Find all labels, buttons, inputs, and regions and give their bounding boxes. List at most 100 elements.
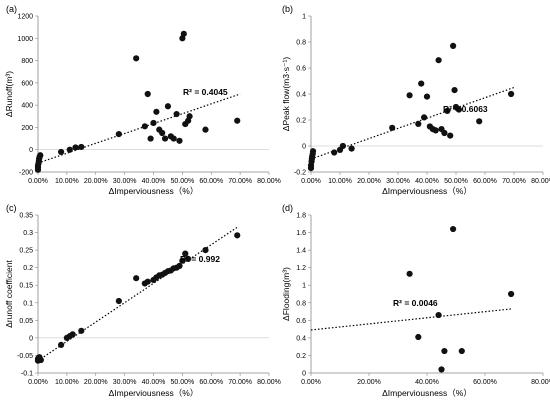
data-point [37, 356, 44, 364]
data-point [144, 90, 151, 98]
data-point [115, 131, 122, 138]
y-tick-label: 0 [29, 335, 33, 342]
x-tick-label: 40.00% [415, 178, 439, 185]
data-point [153, 108, 160, 115]
data-point [348, 145, 355, 152]
panel-2: -0.200.20.40.60.810.00% 10.00% 20.00% 30.00… [281, 4, 550, 196]
x-tick-label: 20.00% [84, 379, 108, 386]
y-tick-label: -0.1 [21, 371, 33, 378]
x-tick-label: 70.00% [228, 379, 252, 386]
y-tick-label: 600 [21, 80, 33, 87]
y-axis-label: Δrunoff coefficient [4, 259, 14, 327]
data-point [69, 331, 76, 338]
data-point [202, 126, 209, 133]
x-tick-label: 30.00% [113, 178, 137, 185]
y-tick-label: 0.3 [23, 230, 33, 237]
panel-3: -0.1 -0.05 0 0.05 0.1 0.15 0.2 0.25 0.3 0.35 0.00%… [4, 203, 281, 398]
data-point [234, 232, 241, 239]
x-tick-label: 20.00% [84, 178, 108, 185]
data-point [418, 80, 425, 87]
y-tick-label: 1200 [17, 14, 33, 21]
data-point [450, 42, 457, 50]
x-tick-label: 70.00% [228, 178, 252, 185]
x-tick-label: 0.00% [28, 379, 48, 386]
y-tick-label: 1.6 [296, 230, 306, 237]
y-tick-label: -0.2 [294, 170, 306, 177]
y-tick-label: 0 [29, 147, 33, 154]
y-tick-label: 1 [302, 14, 306, 21]
data-point [432, 127, 439, 134]
y-tick-label: 0.6 [296, 318, 306, 325]
data-point [78, 143, 85, 151]
data-point [179, 257, 186, 264]
y-tick-label: 800 [21, 58, 33, 65]
x-tick-label: 80.00% [531, 379, 550, 386]
y-tick-label: 0.2 [23, 265, 33, 272]
x-tick-label: 10.00% [328, 178, 352, 185]
data-point [441, 347, 448, 355]
data-point [170, 135, 177, 142]
x-tick-label: 50.00% [171, 379, 195, 386]
y-tick-label: 0.8 [296, 40, 306, 47]
y-tick-label: 0.2 [296, 118, 306, 125]
r2-label: R² = 0.992 [180, 254, 220, 264]
data-point [115, 297, 122, 305]
x-tick-label: 80.00% [257, 178, 281, 185]
data-point [447, 132, 454, 139]
x-tick-label: 30.00% [113, 379, 137, 386]
data-point [202, 247, 209, 254]
x-tick-label: 60.00% [199, 379, 223, 386]
y-tick-label: 0.4 [296, 92, 306, 99]
panel-label: (d) [282, 203, 293, 213]
data-point [72, 144, 79, 151]
r2-label: R² = 0.0046 [393, 298, 438, 308]
x-tick-label: 80.00% [257, 379, 281, 386]
x-tick-label: 0.00% [28, 178, 48, 185]
panel-4: 0 0.2 0.4 0.6 0.8 1 1.2 1.4 1.6 1.8 0.00% 20.00% 40.… [281, 203, 550, 398]
x-tick-label: 40.00% [415, 379, 439, 386]
data-point [455, 106, 462, 113]
data-point [389, 124, 396, 131]
y-axis-label: ΔFlooding(m³) [281, 267, 291, 321]
data-point [150, 119, 157, 127]
data-point [406, 270, 413, 277]
x-tick-label: 30.00% [386, 178, 410, 185]
x-axis-label: ΔImperviousness（%） [382, 186, 472, 196]
x-tick-label: 0.00% [301, 379, 321, 386]
data-point [58, 341, 65, 349]
y-tick-label: 1 [302, 283, 306, 290]
data-point [161, 135, 169, 142]
data-point [37, 152, 44, 159]
r2-label: R² = 0.6063 [443, 104, 488, 114]
data-point [331, 149, 338, 156]
y-tick-label: 200 [21, 125, 33, 132]
panel-label: (a) [6, 4, 17, 14]
y-tick-label: 0.4 [296, 335, 306, 342]
x-tick-label: 60.00% [473, 178, 497, 185]
panel-label: (b) [282, 4, 293, 14]
x-tick-label: 40.00% [142, 178, 166, 185]
data-point [78, 327, 85, 334]
x-tick-label: 10.00% [55, 178, 79, 185]
y-tick-label: 0.6 [296, 66, 306, 73]
y-tick-label: 0.8 [296, 300, 306, 307]
data-point [444, 107, 451, 114]
y-tick-label: 0.1 [23, 300, 33, 307]
data-point [144, 278, 151, 285]
x-tick-label: 70.00% [502, 178, 526, 185]
x-tick-label: 10.00% [55, 379, 79, 386]
y-tick-label: 0.25 [19, 248, 33, 255]
y-tick-label: 0.05 [19, 318, 33, 325]
y-tick-label: 0.35 [19, 213, 33, 220]
data-point [406, 92, 413, 99]
data-point [435, 311, 442, 319]
x-tick-label: 60.00% [199, 178, 223, 185]
data-point [133, 275, 140, 282]
data-point [309, 148, 317, 155]
y-tick-label: -0.05 [17, 353, 33, 360]
data-point [451, 87, 458, 94]
data-point [58, 148, 65, 156]
data-point [421, 114, 428, 121]
y-tick-label: 0.15 [19, 283, 33, 290]
